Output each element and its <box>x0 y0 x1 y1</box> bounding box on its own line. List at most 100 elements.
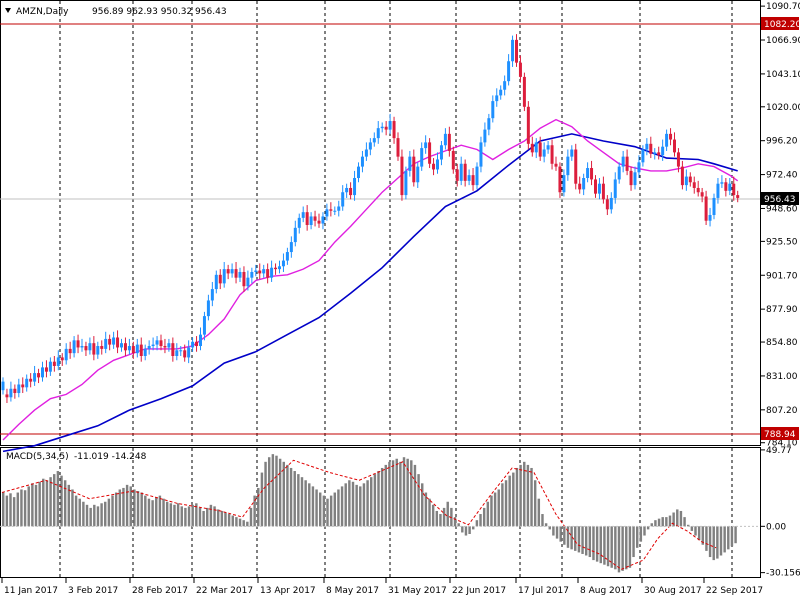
macd-bar <box>410 460 413 527</box>
macd-bar <box>391 460 395 527</box>
candle-body <box>202 316 206 335</box>
macd-bar <box>472 526 475 530</box>
macd-bar <box>603 526 606 565</box>
candle-body <box>17 384 21 394</box>
candle-body <box>408 156 412 171</box>
candle-body <box>210 289 214 301</box>
macd-axis[interactable]: 49.77 0.00 -30.156 <box>760 446 800 579</box>
triangle-down-icon[interactable] <box>5 8 11 13</box>
macd-tick-label: -30.156 <box>766 569 800 579</box>
macd-bar <box>635 526 639 548</box>
macd-bar <box>690 526 694 531</box>
macd-bar <box>140 492 143 527</box>
candle-body <box>21 384 25 388</box>
macd-bar <box>191 504 194 527</box>
macd-bar <box>45 480 49 527</box>
candle-body <box>321 216 325 224</box>
macd-bar <box>337 489 340 527</box>
candle-body <box>416 166 420 183</box>
candle-body <box>246 277 250 287</box>
macd-bar <box>530 467 533 527</box>
candle-body <box>96 346 100 355</box>
candle-body <box>266 269 270 278</box>
macd-bar <box>85 504 89 527</box>
macd-bar <box>329 495 333 527</box>
macd-bar <box>147 498 151 527</box>
candle-body <box>33 373 37 382</box>
candle-body <box>732 183 736 196</box>
macd-bar <box>311 486 315 527</box>
macd-bar <box>537 498 541 527</box>
candle-body <box>68 348 72 354</box>
macd-bar <box>242 520 245 527</box>
date-axis[interactable]: 11 Jan 2017 3 Feb 2017 28 Feb 2017 22 Mar 2… <box>1 578 763 596</box>
macd-bar <box>344 483 347 527</box>
macd-bar <box>158 495 162 527</box>
candle-body <box>657 152 661 156</box>
macd-bar <box>16 492 20 527</box>
price-axis[interactable]: 1090.70 1066.90 1043.10 1020.00 996.20 972.40… <box>760 2 800 449</box>
candle-body <box>5 394 9 398</box>
macd-bar <box>453 517 457 527</box>
candle-body <box>637 162 641 173</box>
macd-bar <box>625 526 628 570</box>
macd-bar <box>23 490 27 527</box>
candle-body <box>574 149 578 184</box>
macd-bar <box>20 489 23 527</box>
candle-body <box>84 346 88 351</box>
candle-body <box>293 227 297 243</box>
macd-bar <box>275 455 278 527</box>
candle-body <box>222 269 226 284</box>
candle-body <box>48 361 52 372</box>
macd-bar <box>643 526 646 536</box>
date-label: 13 Apr 2017 <box>260 586 316 596</box>
macd-bar <box>2 492 5 527</box>
candle-body <box>669 133 673 140</box>
candle-body <box>364 149 368 157</box>
candle-body <box>641 149 645 163</box>
macd-bar <box>318 492 322 527</box>
candle-body <box>582 178 586 190</box>
macd-bar <box>333 492 337 527</box>
macd-bar <box>326 498 329 527</box>
macd-bar <box>508 475 511 527</box>
candle-body <box>360 156 364 167</box>
candle-body <box>191 341 195 348</box>
candle-body <box>558 166 562 193</box>
macd-bar <box>526 464 530 527</box>
macd-bar <box>107 498 111 527</box>
candle-body <box>135 344 139 354</box>
candle-body <box>708 215 712 221</box>
macd-bar <box>155 497 158 527</box>
macd-bar <box>548 526 551 530</box>
candle-body <box>175 350 179 356</box>
candle-body <box>432 163 436 170</box>
candle-body <box>412 156 416 183</box>
macd-bar <box>614 526 617 570</box>
macd-bar <box>595 526 599 562</box>
macd-bar <box>446 501 449 527</box>
date-label: 8 Aug 2017 <box>580 586 632 596</box>
macd-bar <box>402 457 406 527</box>
macd-bar <box>563 526 566 545</box>
macd-bar <box>461 526 464 533</box>
macd-bar <box>238 518 242 527</box>
candle-body <box>278 266 281 270</box>
candle-body <box>167 343 171 348</box>
price-tick-label: 996.20 <box>766 137 798 147</box>
candle-body <box>159 340 163 347</box>
candle-body <box>151 344 155 347</box>
candle-body <box>601 183 605 200</box>
candle-body <box>404 170 408 196</box>
macd-bar <box>286 464 289 527</box>
candle-body <box>317 220 321 224</box>
macd-bar <box>53 474 56 527</box>
macd-bar <box>180 506 183 527</box>
high-level-label-bg <box>761 17 799 30</box>
macd-bar <box>694 526 697 536</box>
macd-bar <box>574 526 577 551</box>
candle-body <box>285 252 289 261</box>
macd-bar <box>340 486 344 527</box>
